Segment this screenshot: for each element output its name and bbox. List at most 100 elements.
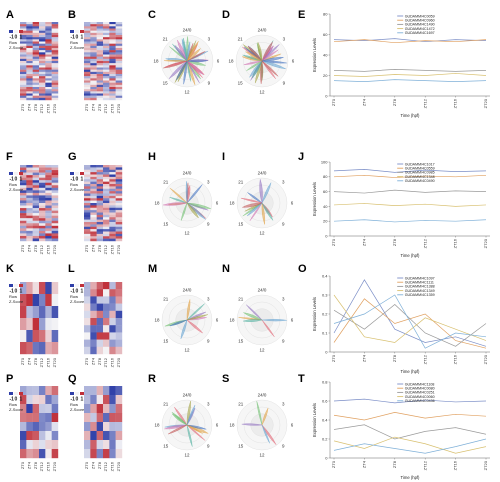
heatmap-cell xyxy=(115,54,123,57)
heatmap-cell xyxy=(45,89,52,92)
heatmap-cell xyxy=(45,56,52,60)
heatmap-cell xyxy=(115,30,123,34)
heatmap-cell xyxy=(32,440,40,450)
heatmap-cell xyxy=(20,306,27,319)
heatmap-cell xyxy=(26,422,33,432)
heatmap-cell xyxy=(84,63,91,66)
panel-label-r: R xyxy=(148,373,156,385)
heatmap-cell xyxy=(96,165,104,168)
heatmap-cell xyxy=(109,205,116,208)
heatmap-cell xyxy=(115,91,123,94)
heatmap-cell xyxy=(96,282,104,290)
heatmap-cell xyxy=(45,71,52,75)
clock-hour-label: 12 xyxy=(184,453,190,458)
clock-petal xyxy=(186,303,205,321)
heatmap-cell xyxy=(26,395,33,405)
heatmap-cell xyxy=(51,97,59,101)
heatmap-cell xyxy=(103,226,110,230)
heatmap-cell xyxy=(109,184,116,187)
clock-petal xyxy=(186,41,199,62)
heatmap-cell xyxy=(96,74,104,77)
panel-label-h: H xyxy=(148,151,156,163)
clock-petal xyxy=(261,424,270,444)
heatmap-cell xyxy=(103,165,110,168)
heatmap-cell xyxy=(109,188,116,192)
clock-hour-label: 6 xyxy=(216,423,219,428)
clock-hour-label: 21 xyxy=(163,37,169,42)
x-axis-label: Time (hpf) xyxy=(401,475,421,480)
heatmap-cell xyxy=(26,76,33,79)
heatmap-key-number: -1 xyxy=(71,35,76,41)
clock-hour-label: 9 xyxy=(282,339,285,344)
heatmap-cell xyxy=(20,175,27,178)
x-tick-label: ZT16 xyxy=(453,460,458,470)
heatmap-cell xyxy=(26,223,33,226)
heatmap-cell xyxy=(39,225,46,229)
clock-petal xyxy=(261,319,275,338)
panel-label-e: E xyxy=(298,9,305,21)
heatmap-cell xyxy=(39,431,46,441)
heatmap-cell xyxy=(90,74,97,77)
line-chart-o: 0 0.1 0.2 0.3 0.4 ZT0 ZT4 ZT8 ZT12 ZT16 ZT20 GUDAMM… xyxy=(312,273,490,374)
heatmap-cell xyxy=(45,50,52,53)
heatmap-cell xyxy=(90,87,97,90)
heatmap-cell xyxy=(20,50,27,53)
heatmap-cell xyxy=(26,69,33,73)
heatmap-cell xyxy=(90,224,97,227)
heatmap-cell xyxy=(45,24,52,27)
heatmap-cell xyxy=(84,224,91,227)
heatmap-cell xyxy=(32,61,40,64)
heatmap-cell xyxy=(96,39,104,42)
heatmap-cell xyxy=(109,214,116,218)
heatmap-cell xyxy=(109,91,116,94)
clock-hour-label: 18 xyxy=(153,59,159,64)
heatmap-cell xyxy=(20,203,27,206)
heatmap-key-row-label: Row xyxy=(70,294,78,299)
heatmap-key-zscore-label: Z-Score xyxy=(9,187,24,192)
heatmap-cell xyxy=(96,169,104,173)
heatmap-cell xyxy=(26,215,33,219)
heatmap-cell xyxy=(39,185,46,188)
heatmap-cell xyxy=(26,449,33,459)
clock-hour-label: 12 xyxy=(184,231,190,236)
heatmap-cell xyxy=(90,422,97,432)
heatmap-cell xyxy=(115,332,123,340)
clock-petal xyxy=(186,424,203,434)
heatmap-cell xyxy=(51,208,59,211)
heatmap-cell xyxy=(45,69,52,73)
heatmap-cell xyxy=(90,198,97,201)
heatmap-cell xyxy=(84,210,91,213)
clock-petal xyxy=(261,202,274,221)
heatmap-cell xyxy=(20,76,27,79)
heatmap-cell xyxy=(45,200,52,204)
heatmap-cell xyxy=(96,41,104,44)
heatmap-cell xyxy=(20,95,27,99)
series-line xyxy=(333,169,487,173)
heatmap-cell xyxy=(96,63,104,66)
heatmap-cell xyxy=(84,212,91,216)
heatmap-tick-label: ZT16 xyxy=(46,103,51,113)
y-tick-label: 0.1 xyxy=(322,330,328,335)
heatmap-cell xyxy=(39,67,46,70)
heatmap-cell xyxy=(39,167,46,171)
heatmap-key-number: 0 xyxy=(15,177,18,183)
heatmap-cell xyxy=(90,395,97,405)
heatmap-tick-label: ZT20 xyxy=(52,357,57,367)
heatmap-cell xyxy=(20,230,27,234)
heatmap-cell xyxy=(109,78,116,81)
series-line xyxy=(333,424,487,440)
heatmap-tick-label: ZT4 xyxy=(91,244,96,252)
clock-petal xyxy=(167,424,188,435)
heatmap-cell xyxy=(96,84,104,88)
heatmap-cell xyxy=(84,50,91,53)
heatmap-cell xyxy=(45,223,52,226)
heatmap-cell xyxy=(109,217,116,220)
clock-hour-label: 6 xyxy=(217,59,220,64)
heatmap-cell xyxy=(26,431,33,441)
heatmap-cell xyxy=(115,193,123,197)
heatmap-tick-label: ZT0 xyxy=(84,103,89,111)
heatmap-cell xyxy=(103,176,110,180)
heatmap-cell xyxy=(90,229,97,232)
heatmap-cell xyxy=(115,188,123,192)
series-line xyxy=(333,438,487,454)
